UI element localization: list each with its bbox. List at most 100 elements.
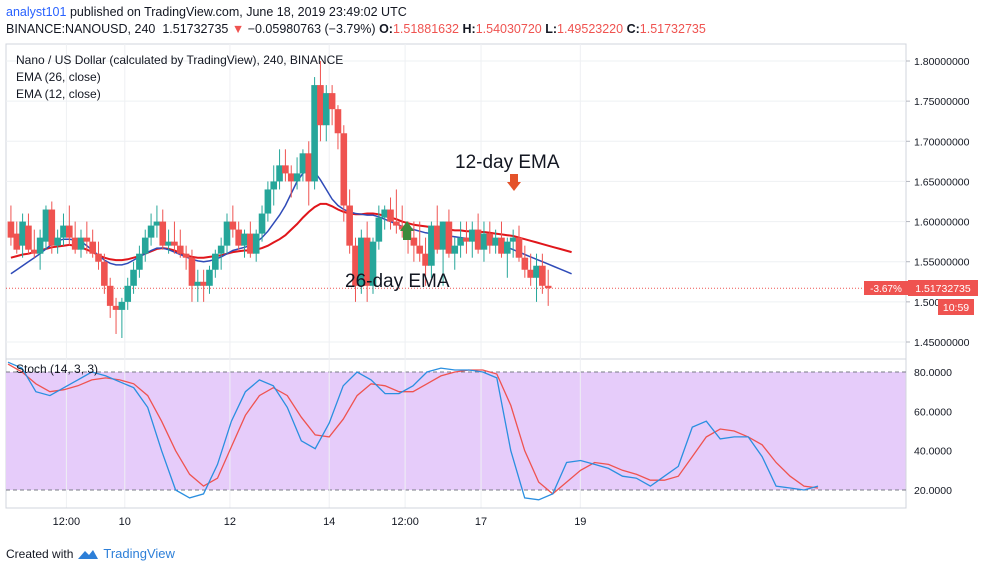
change-pct-badge [864, 281, 908, 295]
ema12-legend: EMA (12, close) [16, 87, 101, 101]
candle-body [544, 285, 552, 289]
candle-body [141, 237, 149, 254]
candle-body [118, 301, 126, 310]
timer-text: 10:59 [943, 302, 969, 314]
candle-body [422, 253, 429, 266]
candle-body [112, 305, 120, 310]
candle-body [194, 281, 202, 286]
candle-body [299, 153, 307, 174]
candle-body [287, 173, 295, 182]
candle-body [539, 265, 546, 286]
candle-body [457, 237, 464, 246]
price-tick-label: 1.500 [914, 297, 940, 309]
candle-body [492, 237, 499, 246]
candle-body [352, 245, 359, 286]
candle-body [363, 237, 371, 286]
axes: 1.80000000 1.75000000 1.70000000 1.65000000… [6, 56, 970, 528]
time-tick-label: 12:00 [53, 516, 81, 528]
stoch-k-series [7, 361, 819, 501]
candle-body [428, 225, 435, 266]
time-tick-label: 12:00 [391, 516, 419, 528]
candle-body [381, 209, 388, 218]
candle-body [89, 241, 96, 254]
last-price: 1.51732735 [162, 22, 229, 36]
candle-body [270, 181, 278, 190]
high-value: 1.54030720 [475, 22, 542, 36]
candle-body [515, 237, 523, 258]
candle-body [282, 165, 289, 174]
candle-body [212, 253, 219, 270]
candle-body [410, 237, 418, 246]
candle-body [7, 221, 15, 238]
candle-body [247, 233, 254, 254]
published-text: published on TradingView.com, June 18, 2… [69, 5, 407, 19]
publisher-link[interactable]: analyst101 [6, 5, 67, 19]
low-value: 1.49523220 [557, 22, 624, 36]
time-tick-label: 10 [119, 516, 131, 528]
created-with-text: Created with [6, 546, 74, 561]
candle-body [498, 237, 505, 254]
symbol-label: BINANCE:NANOUSD, 240 [6, 22, 156, 36]
candle-body [276, 165, 283, 182]
candle-body [124, 285, 132, 302]
candle-body [334, 109, 342, 134]
candle-body [60, 225, 67, 238]
price-pane[interactable] [5, 43, 907, 360]
stoch-band [6, 372, 906, 490]
candle-body [480, 233, 488, 250]
candle-body [346, 205, 353, 246]
candle-body [433, 225, 441, 250]
candle-body [182, 253, 190, 258]
candle-body [463, 237, 470, 242]
price-tick-label: 1.75000000 [914, 96, 970, 108]
candle-body [369, 241, 377, 286]
candle-body [451, 245, 459, 254]
candle-body [317, 85, 324, 126]
candle-body [101, 261, 108, 286]
candle-body [54, 237, 61, 246]
candle-body [504, 241, 511, 254]
candle-body [176, 245, 184, 254]
stoch-legend: Stoch (14, 3, 3) [16, 362, 98, 376]
candle-body [264, 189, 272, 214]
tradingview-brand[interactable]: TradingView [103, 546, 175, 561]
candle-body [293, 173, 301, 182]
down-arrow-icon [507, 174, 521, 191]
last-price-badge [908, 280, 978, 296]
ohlc-line: BINANCE:NANOUSD, 240 1.51732735 ▼ −0.059… [6, 22, 706, 36]
candle-body [235, 229, 242, 246]
candle-body [439, 221, 447, 250]
price-tick-label: 1.80000000 [914, 56, 970, 68]
candle-body [305, 153, 313, 182]
publish-line: analyst101 published on TradingView.com,… [6, 5, 407, 19]
candle-body [311, 85, 318, 182]
candle-body [30, 249, 38, 254]
tradingview-logo-icon [78, 549, 99, 559]
candle-body [533, 265, 540, 278]
candle-body [66, 225, 73, 238]
candle-body [241, 233, 248, 246]
candle-body [322, 93, 330, 126]
candle-body [136, 253, 143, 270]
candle-body [398, 225, 406, 230]
close-value: 1.51732735 [639, 22, 706, 36]
stoch-tick-label: 40.0000 [914, 446, 952, 458]
candle-body [153, 221, 161, 226]
candle-body [328, 93, 336, 110]
candle-body [25, 225, 32, 250]
candles [7, 61, 552, 338]
price-tick-label: 1.55000000 [914, 257, 970, 269]
price-tick-label: 1.45000000 [914, 337, 970, 349]
price-change: −0.05980763 (−3.79%) [247, 22, 376, 36]
candle-body [223, 221, 231, 246]
candle-body [258, 213, 266, 234]
chart-title: Nano / US Dollar (calculated by TradingV… [16, 53, 343, 67]
open-value: 1.51881632 [392, 22, 460, 36]
candle-body [358, 237, 365, 286]
candle-body [71, 237, 79, 250]
candle-body [521, 257, 529, 270]
change-pct-text: -3.67% [870, 284, 902, 295]
up-arrow-icon [400, 221, 414, 240]
candle-body [340, 133, 348, 206]
